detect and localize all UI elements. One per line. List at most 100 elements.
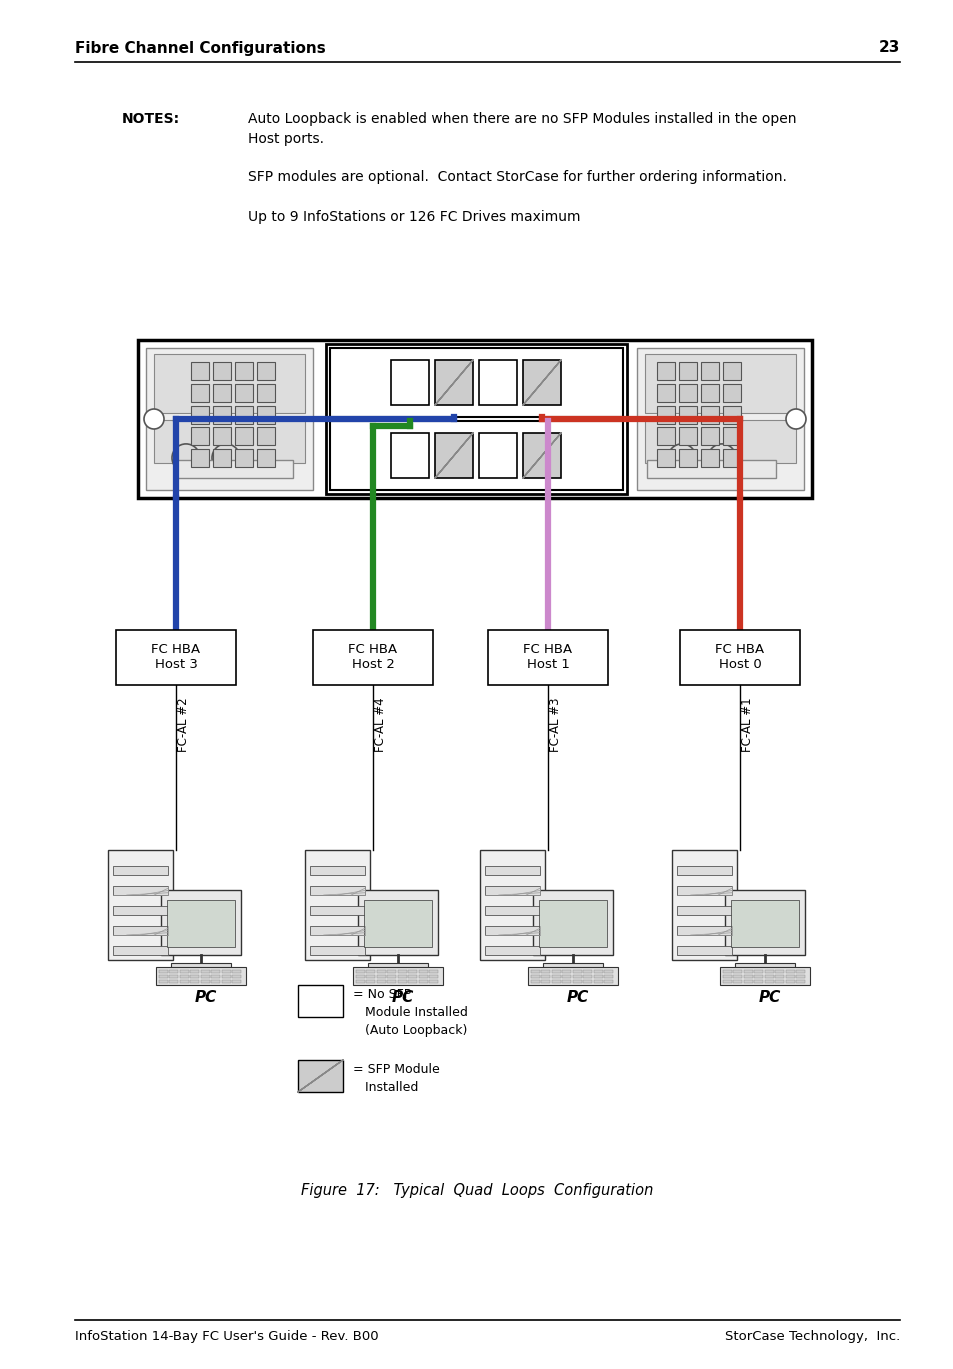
Bar xyxy=(256,383,274,402)
Bar xyxy=(488,630,607,684)
Bar xyxy=(527,967,618,986)
Bar xyxy=(785,971,794,973)
Text: FC HBA
Host 0: FC HBA Host 0 xyxy=(715,643,763,671)
Bar xyxy=(657,407,675,424)
Bar xyxy=(679,361,697,381)
Bar xyxy=(190,975,199,977)
Bar xyxy=(540,971,550,973)
Bar xyxy=(180,971,189,973)
Bar xyxy=(594,971,602,973)
Bar xyxy=(522,360,560,405)
Bar xyxy=(478,433,517,478)
Text: FC-AL #4: FC-AL #4 xyxy=(375,698,387,753)
Bar xyxy=(657,449,675,467)
Bar xyxy=(232,980,241,983)
Bar xyxy=(764,980,773,983)
Bar xyxy=(191,361,209,381)
Bar xyxy=(774,980,783,983)
Bar xyxy=(191,407,209,424)
Bar xyxy=(542,962,602,973)
Bar xyxy=(364,899,432,947)
Bar xyxy=(677,906,731,914)
Bar xyxy=(310,886,365,895)
Bar xyxy=(484,946,539,956)
Bar xyxy=(171,962,231,973)
Bar xyxy=(732,980,741,983)
Text: InfoStation 14-Bay FC User's Guide - Rev. B00: InfoStation 14-Bay FC User's Guide - Rev… xyxy=(75,1331,378,1343)
Text: Fibre Channel Configurations: Fibre Channel Configurations xyxy=(75,41,325,56)
Text: PC: PC xyxy=(392,990,414,1005)
Bar xyxy=(700,427,719,445)
Bar xyxy=(167,899,234,947)
Bar xyxy=(159,980,168,983)
Bar xyxy=(795,980,804,983)
Bar xyxy=(753,971,762,973)
Bar xyxy=(112,925,168,935)
Bar xyxy=(561,971,571,973)
Text: 23: 23 xyxy=(878,41,899,56)
Bar xyxy=(376,971,386,973)
Bar xyxy=(310,906,365,914)
Bar xyxy=(201,971,210,973)
Bar xyxy=(743,980,752,983)
Bar xyxy=(159,975,168,977)
Bar xyxy=(552,980,560,983)
Bar xyxy=(522,433,560,478)
Bar xyxy=(355,980,365,983)
Bar xyxy=(112,867,168,875)
Bar xyxy=(391,433,429,478)
Bar xyxy=(785,980,794,983)
Bar xyxy=(191,449,209,467)
Bar xyxy=(603,971,613,973)
Bar xyxy=(764,971,773,973)
Bar xyxy=(429,980,437,983)
Bar xyxy=(256,361,274,381)
Bar xyxy=(679,630,800,684)
Bar xyxy=(478,360,517,405)
Text: = No SFP
   Module Installed
   (Auto Loopback): = No SFP Module Installed (Auto Loopback… xyxy=(353,988,467,1036)
Bar xyxy=(722,361,740,381)
Bar xyxy=(153,355,305,413)
Text: = SFP Module
   Installed: = SFP Module Installed xyxy=(353,1062,439,1094)
Bar xyxy=(175,460,293,478)
Bar xyxy=(795,975,804,977)
Bar xyxy=(552,971,560,973)
Bar xyxy=(795,971,804,973)
Bar xyxy=(146,348,313,490)
Bar xyxy=(201,975,210,977)
Bar xyxy=(561,980,571,983)
Bar xyxy=(657,427,675,445)
Bar xyxy=(169,975,178,977)
Bar xyxy=(326,344,626,494)
Bar xyxy=(484,867,539,875)
Bar xyxy=(484,906,539,914)
Bar xyxy=(387,971,395,973)
Bar xyxy=(297,986,343,1017)
Text: FC HBA
Host 2: FC HBA Host 2 xyxy=(348,643,397,671)
Bar xyxy=(234,383,253,402)
Text: NOTES:: NOTES: xyxy=(122,112,180,126)
Text: StorCase Technology,  Inc.: StorCase Technology, Inc. xyxy=(724,1331,899,1343)
Bar xyxy=(753,975,762,977)
Bar xyxy=(222,980,231,983)
Bar xyxy=(313,630,433,684)
Bar xyxy=(573,971,581,973)
Bar xyxy=(435,360,473,405)
Bar xyxy=(355,975,365,977)
Bar xyxy=(734,962,794,973)
Bar xyxy=(594,980,602,983)
Bar xyxy=(700,449,719,467)
Bar xyxy=(213,383,231,402)
Text: FC-AL #3: FC-AL #3 xyxy=(549,698,562,752)
Bar xyxy=(561,975,571,977)
Bar xyxy=(573,980,581,983)
Bar xyxy=(657,361,675,381)
Bar xyxy=(234,361,253,381)
Bar xyxy=(724,890,804,956)
Bar xyxy=(657,383,675,402)
Bar xyxy=(222,975,231,977)
Bar xyxy=(408,971,416,973)
Bar xyxy=(552,975,560,977)
Bar xyxy=(232,971,241,973)
Bar xyxy=(156,967,246,986)
